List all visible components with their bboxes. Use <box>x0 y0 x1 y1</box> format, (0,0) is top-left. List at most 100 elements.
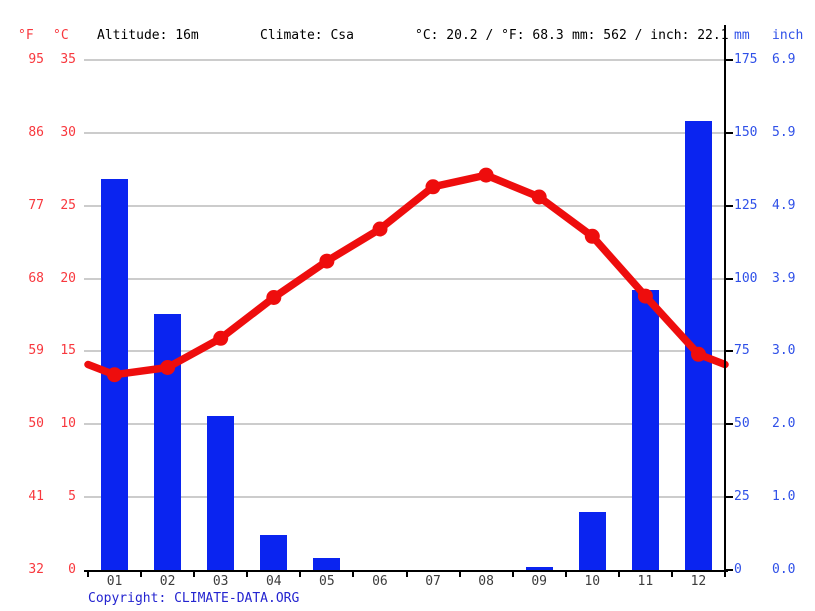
right-axis-tick <box>725 569 733 571</box>
tick-label: 100 <box>734 270 758 286</box>
temperature-point <box>266 290 282 305</box>
inch-axis-title: inch <box>772 28 804 43</box>
tick-label: 175 <box>734 52 758 67</box>
tick-label: 25 <box>60 197 76 213</box>
tick-label: 5 <box>68 489 76 505</box>
tick-label: 68 <box>28 270 44 286</box>
plot-area <box>84 59 729 570</box>
month-label: 11 <box>637 574 654 589</box>
fahrenheit-axis-title: °F <box>18 28 34 43</box>
temperature-point <box>584 228 600 244</box>
month-label: 05 <box>319 574 335 589</box>
x-axis-tick <box>724 571 726 577</box>
right-axis-tick <box>725 59 733 61</box>
tick-label: 4.9 <box>772 197 796 213</box>
gridline <box>84 423 725 426</box>
precipitation-bar <box>260 535 288 570</box>
right-axis-tick <box>725 131 733 134</box>
right-axis-tick <box>725 204 733 207</box>
tick-label: 0 <box>68 562 76 577</box>
temperature-point <box>691 346 706 362</box>
month-label: 04 <box>265 574 282 589</box>
temperature-point <box>160 360 176 375</box>
copyright: Copyright: CLIMATE-DATA.ORG <box>88 591 299 607</box>
tick-label: 25 <box>734 489 750 505</box>
month-label: 09 <box>531 574 548 589</box>
precipitation-bar <box>631 290 659 570</box>
climate-data-org-link[interactable]: CLIMATE-DATA.ORG <box>174 591 300 606</box>
precipitation-bar <box>154 313 182 570</box>
tick-label: 41 <box>28 489 44 505</box>
gridline <box>84 277 725 280</box>
tick-label: 0 <box>734 562 742 577</box>
x-axis-tick <box>246 571 249 577</box>
precipitation-bar <box>578 511 606 570</box>
temperature-point <box>531 189 547 205</box>
precipitation-bar <box>207 415 235 570</box>
x-axis-tick <box>458 571 461 577</box>
tick-label: 50 <box>28 416 44 432</box>
month-label: 03 <box>212 574 229 589</box>
x-axis-tick <box>299 571 302 577</box>
tick-label: 50 <box>734 416 750 432</box>
altitude-label: Altitude: 16m <box>97 28 199 43</box>
tick-label: 10 <box>60 416 76 432</box>
tick-label: 3.9 <box>772 270 796 286</box>
tick-label: 15 <box>60 343 76 359</box>
gridline <box>84 496 725 499</box>
tick-label: 3.0 <box>772 343 796 359</box>
temperature-point <box>319 253 335 269</box>
x-axis-tick <box>564 571 567 577</box>
month-label: 08 <box>478 574 494 589</box>
temperature-line-chart <box>84 167 729 383</box>
tick-label: 32 <box>28 562 44 577</box>
month-label: 07 <box>425 574 441 589</box>
tick-label: 35 <box>60 52 76 67</box>
x-axis-tick <box>193 571 196 577</box>
right-axis-tick <box>725 496 733 499</box>
tick-label: 59 <box>28 343 44 359</box>
mm-axis-title: mm <box>734 28 750 43</box>
avg-temperature-label: °C: 20.2 / °F: 68.3 <box>415 28 564 43</box>
climate-label: Climate: Csa <box>260 28 354 43</box>
tick-label: 77 <box>28 197 44 213</box>
celsius-axis-title: °C <box>53 28 69 43</box>
temperature-point <box>107 367 122 383</box>
tick-label: 150 <box>734 124 758 140</box>
precipitation-bar <box>525 567 553 570</box>
tick-label: 20 <box>60 270 76 286</box>
tick-label: 125 <box>734 197 758 213</box>
tick-label: 2.0 <box>772 416 796 432</box>
tick-label: 0.0 <box>772 562 796 577</box>
temperature-point <box>478 167 494 183</box>
tick-label: 6.9 <box>772 52 796 67</box>
precipitation-bar <box>313 558 341 570</box>
gridline <box>84 350 725 353</box>
temperature-point <box>213 330 229 346</box>
tick-label: 86 <box>28 124 44 140</box>
tick-label: 5.9 <box>772 124 796 140</box>
x-axis-tick <box>140 571 143 577</box>
temperature-point <box>372 221 388 237</box>
x-axis-tick <box>617 571 620 577</box>
temperature-line <box>84 171 729 379</box>
month-label: 02 <box>159 574 176 589</box>
tick-label: 30 <box>60 124 76 140</box>
copyright-prefix: Copyright: <box>88 591 175 606</box>
right-axis-line <box>724 25 726 572</box>
gridline <box>84 59 725 61</box>
x-axis-tick <box>87 571 89 577</box>
right-axis-tick <box>725 350 733 353</box>
right-axis-tick <box>725 277 733 280</box>
tick-label: 1.0 <box>772 489 796 505</box>
gridline <box>84 131 725 134</box>
tick-label: 75 <box>734 343 750 359</box>
x-axis-tick <box>405 571 408 577</box>
tick-label: 95 <box>28 52 44 67</box>
month-label: 01 <box>106 574 123 589</box>
temperature-point <box>425 179 441 195</box>
x-axis-tick <box>670 571 673 577</box>
x-axis-tick <box>352 571 355 577</box>
month-label: 10 <box>584 574 601 589</box>
